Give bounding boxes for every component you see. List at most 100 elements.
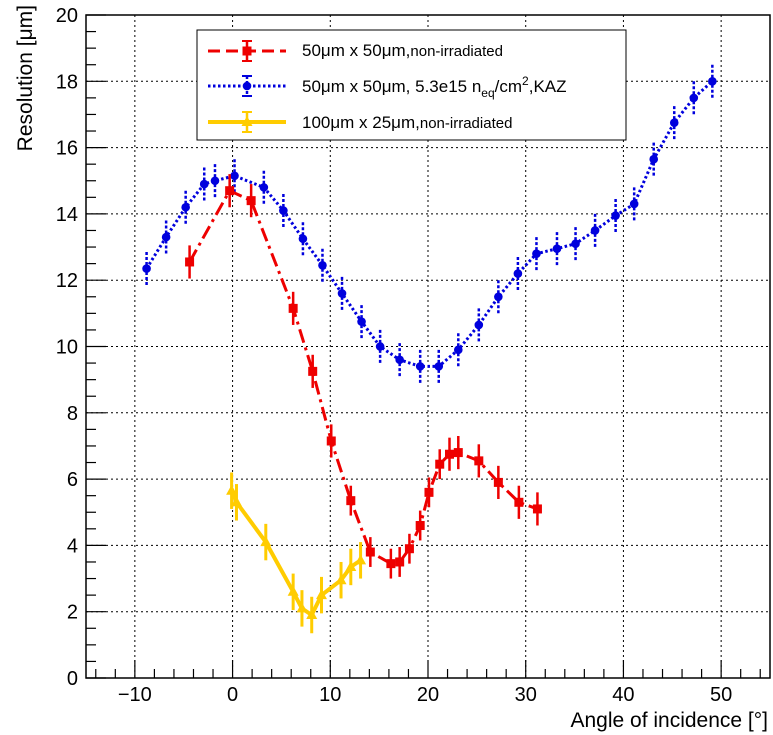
data-point bbox=[514, 497, 524, 507]
data-point bbox=[415, 362, 425, 371]
y-axis-title: Resolution [μm] bbox=[14, 5, 37, 151]
data-point bbox=[260, 536, 272, 547]
legend-label-blue-main2: /cm bbox=[495, 77, 522, 96]
data-point bbox=[226, 484, 238, 495]
data-point bbox=[444, 449, 454, 459]
x-tick-label: 30 bbox=[515, 684, 537, 706]
legend-label-red-sub: non-irradiated bbox=[410, 43, 503, 60]
data-point bbox=[230, 496, 242, 507]
series-square bbox=[185, 174, 542, 579]
data-point bbox=[181, 202, 190, 212]
data-point bbox=[142, 264, 151, 273]
data-point bbox=[435, 459, 445, 469]
data-point bbox=[298, 234, 308, 244]
legend-label-yellow-main: 100μm x 25μm, bbox=[302, 113, 420, 132]
data-point bbox=[494, 292, 503, 302]
data-point bbox=[246, 196, 256, 206]
data-point bbox=[649, 154, 659, 164]
y-tick-label: 2 bbox=[67, 602, 78, 624]
x-tick-label: 40 bbox=[612, 684, 634, 706]
legend-symbol-red bbox=[208, 40, 286, 62]
data-point bbox=[326, 436, 336, 446]
data-point bbox=[225, 186, 235, 196]
data-point bbox=[375, 342, 385, 351]
data-point bbox=[532, 504, 542, 514]
data-point bbox=[296, 602, 308, 613]
data-point bbox=[306, 609, 318, 620]
data-point bbox=[346, 496, 356, 506]
data-point bbox=[434, 362, 444, 371]
data-point bbox=[199, 179, 209, 189]
legend-label-blue: 50μm x 50μm, 5.3e15 neq/cm2,KAZ bbox=[302, 74, 567, 100]
legend-label-yellow: 100μm x 25μm,non-irradiated bbox=[302, 113, 512, 132]
legend-label-red-main: 50μm x 50μm, bbox=[302, 41, 410, 60]
data-point bbox=[453, 345, 463, 355]
data-point bbox=[629, 199, 639, 209]
legend-label-yellow-sub: non-irradiated bbox=[420, 115, 513, 132]
x-tick-label: 50 bbox=[710, 684, 732, 706]
x-axis-title: Angle of incidence [°] bbox=[570, 709, 768, 732]
y-tick-label: 8 bbox=[67, 403, 78, 425]
data-point bbox=[513, 269, 523, 278]
data-point bbox=[395, 355, 404, 365]
x-tick-label: 20 bbox=[417, 684, 439, 706]
data-point bbox=[259, 183, 269, 192]
legend-entry-blue: 50μm x 50μm, 5.3e15 neq/cm2,KAZ bbox=[208, 74, 567, 100]
axis-ticks bbox=[86, 14, 761, 679]
data-point bbox=[335, 574, 347, 585]
y-tick-label: 4 bbox=[67, 535, 78, 557]
series-triangle bbox=[226, 472, 367, 634]
data-point bbox=[337, 289, 347, 298]
data-point bbox=[365, 547, 375, 557]
data-point bbox=[315, 589, 327, 600]
legend-marker bbox=[241, 116, 253, 126]
x-tick-label: −10 bbox=[118, 684, 152, 706]
data-point bbox=[424, 487, 434, 497]
legend-marker bbox=[242, 81, 252, 91]
data-point bbox=[708, 77, 717, 86]
data-point bbox=[395, 557, 405, 567]
data-point bbox=[689, 93, 699, 103]
y-tick-label: 12 bbox=[56, 270, 78, 292]
data-point bbox=[669, 118, 679, 128]
x-tick-label: 10 bbox=[319, 684, 341, 706]
y-tick-label: 16 bbox=[56, 138, 78, 160]
y-tick-label: 14 bbox=[56, 204, 78, 226]
x-tick-label: 0 bbox=[227, 684, 238, 706]
data-point bbox=[493, 477, 503, 487]
legend-label-red: 50μm x 50μm,non-irradiated bbox=[302, 41, 503, 60]
data-point bbox=[308, 366, 318, 376]
legend-label-blue-subscript: eq bbox=[481, 86, 494, 100]
legend-label-blue-main: 50μm x 50μm, 5.3e15 n bbox=[302, 77, 481, 96]
data-point bbox=[161, 232, 171, 242]
data-point bbox=[590, 226, 600, 235]
data-point bbox=[210, 176, 220, 186]
data-point bbox=[345, 560, 357, 571]
data-point bbox=[185, 257, 195, 267]
y-tick-label: 0 bbox=[67, 668, 78, 690]
data-point bbox=[453, 448, 463, 458]
data-point bbox=[355, 554, 367, 565]
data-point bbox=[386, 559, 396, 569]
y-tick-label: 18 bbox=[56, 71, 78, 93]
data-point bbox=[611, 211, 620, 220]
data-point bbox=[318, 260, 327, 270]
series-layer bbox=[142, 64, 717, 634]
legend-entry-yellow: 100μm x 25μm,non-irradiated bbox=[208, 111, 512, 133]
legend-symbol-blue bbox=[208, 75, 286, 97]
legend-label-blue-main3: ,KAZ bbox=[529, 77, 567, 96]
legend-marker bbox=[242, 46, 252, 56]
data-point bbox=[415, 521, 425, 531]
legend-symbol-yellow bbox=[208, 111, 286, 133]
series-circle bbox=[142, 64, 717, 383]
data-point bbox=[230, 171, 239, 181]
data-point bbox=[357, 317, 366, 326]
y-tick-label: 20 bbox=[56, 5, 78, 27]
data-point bbox=[552, 244, 562, 254]
tick-labels: −10 0 10 20 30 40 50 0 2 4 6 8 10 12 14 16 18 20 bbox=[56, 5, 733, 706]
y-tick-label: 10 bbox=[56, 337, 78, 359]
y-tick-label: 6 bbox=[67, 469, 78, 491]
data-point bbox=[532, 249, 541, 258]
legend-entry-red: 50μm x 50μm,non-irradiated bbox=[208, 40, 503, 62]
